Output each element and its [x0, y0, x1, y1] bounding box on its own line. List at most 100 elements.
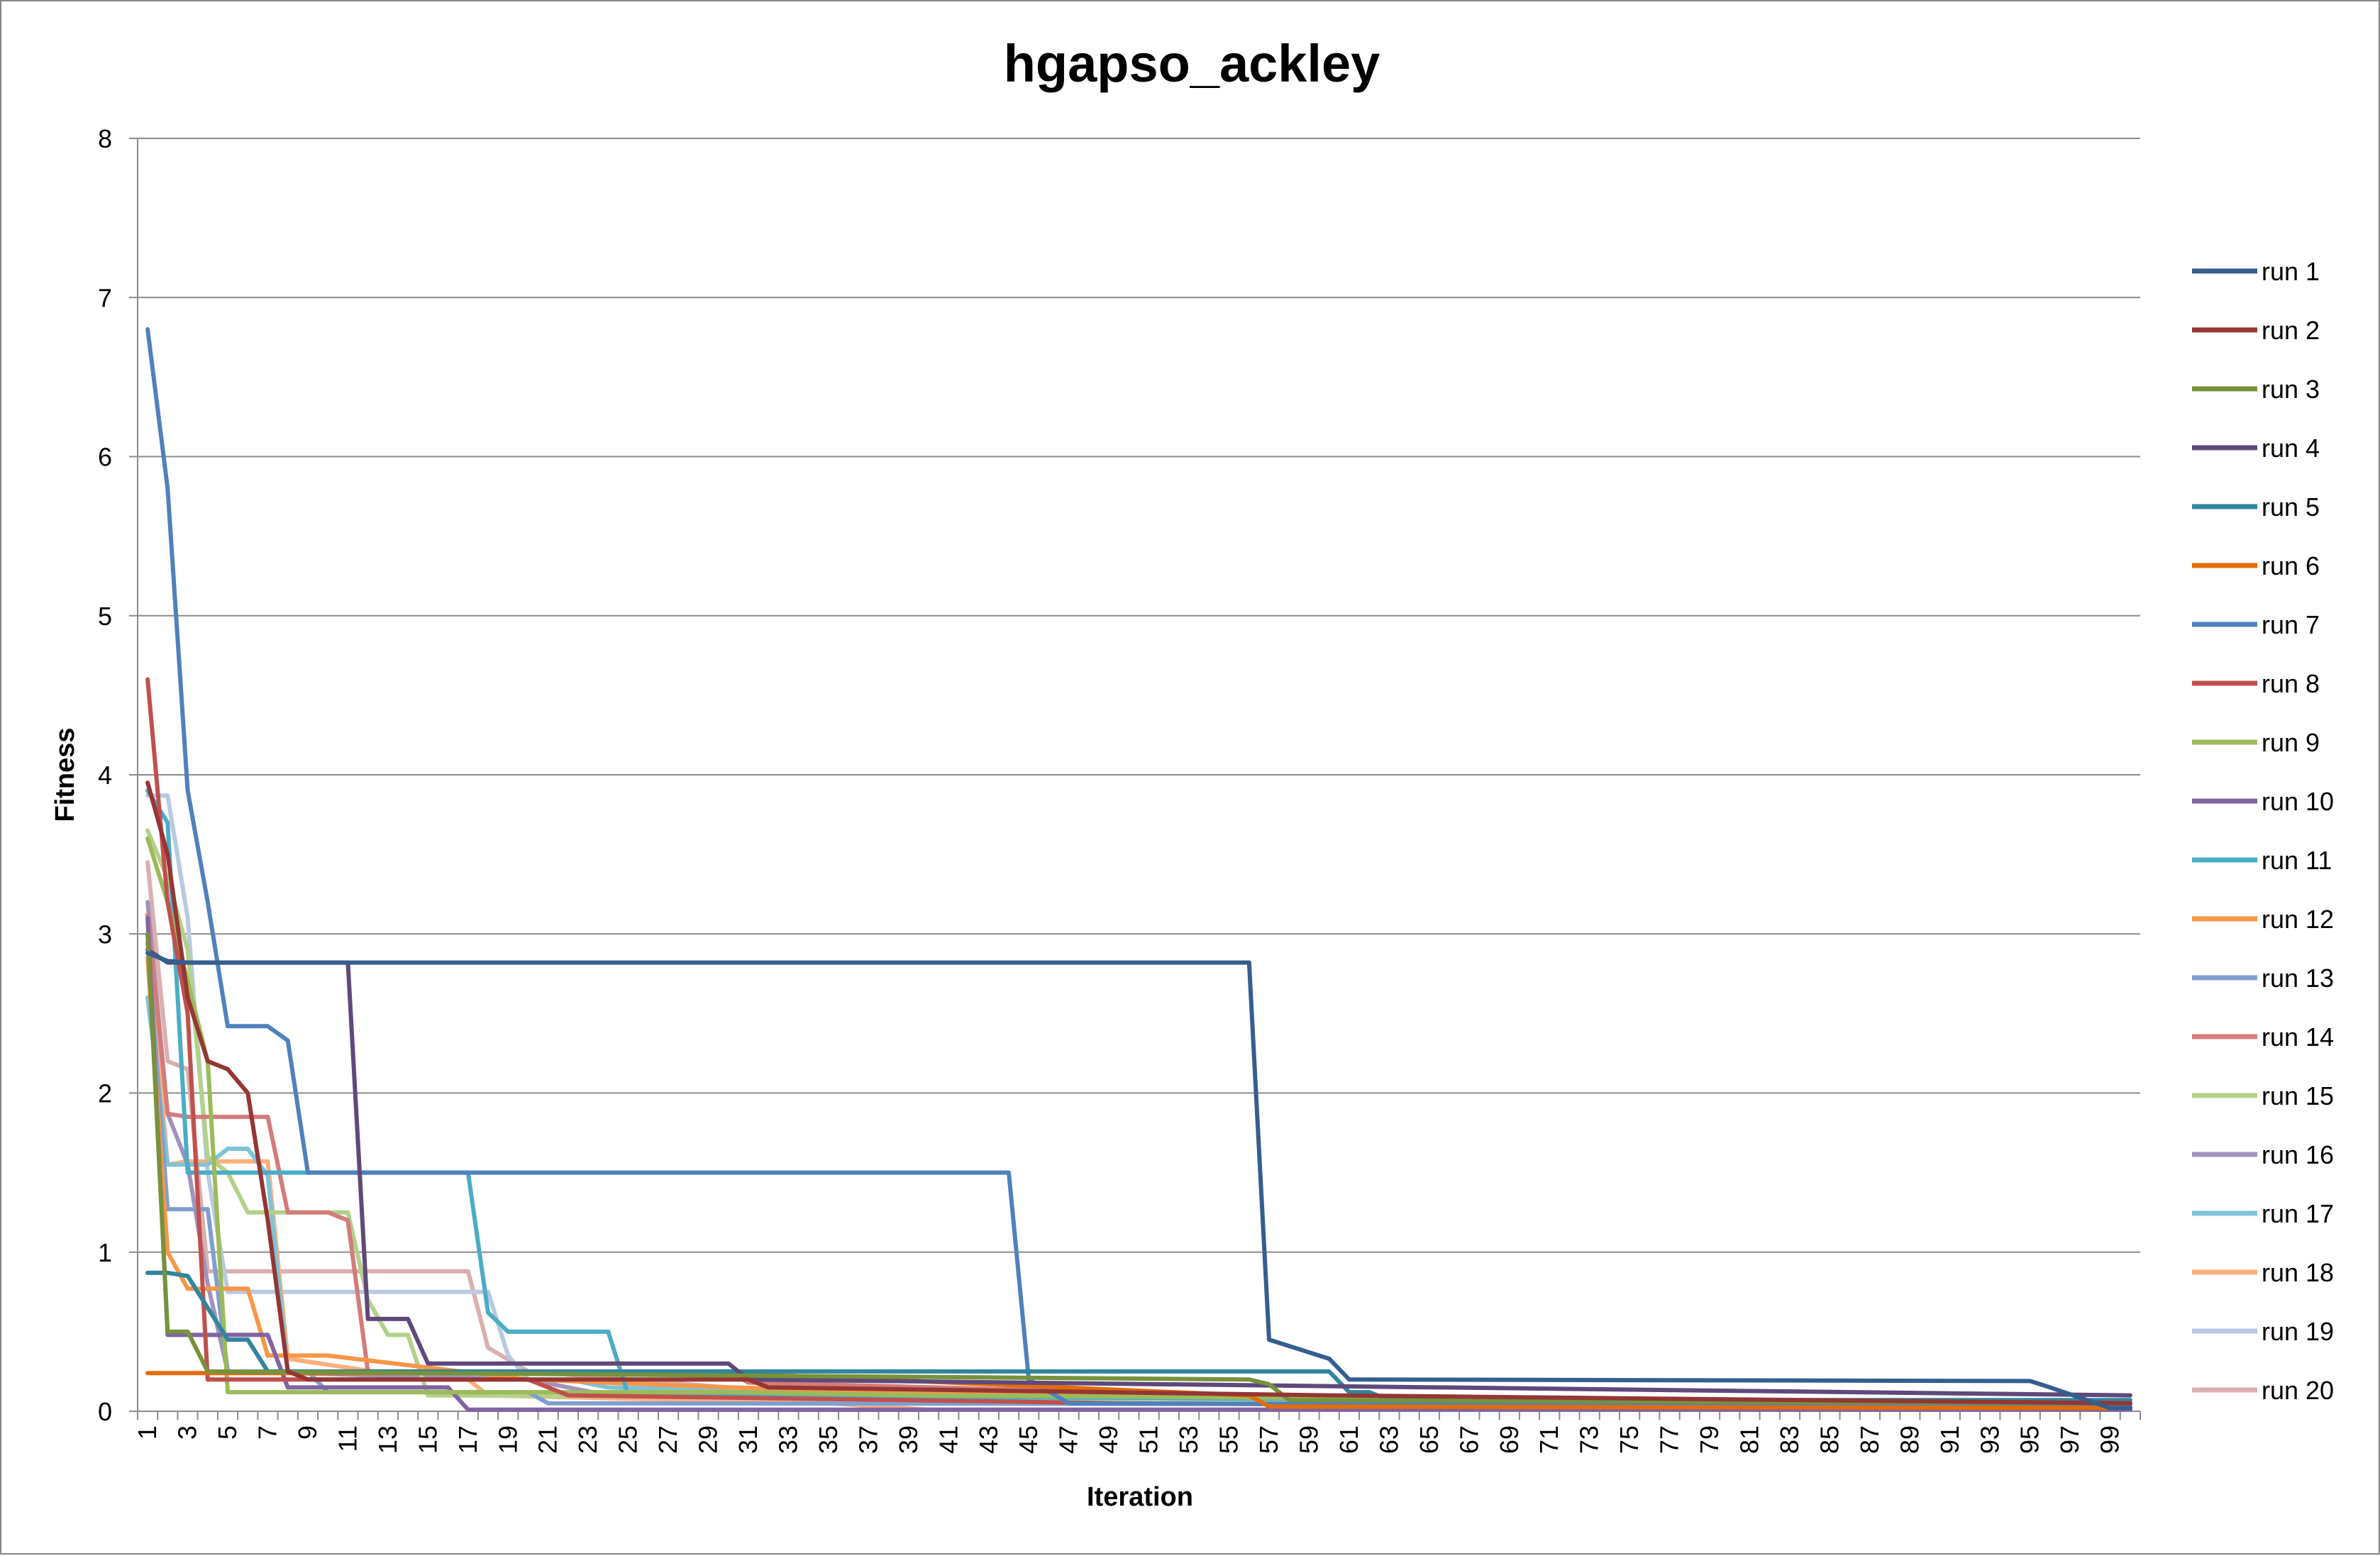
x-tick-label: 3 — [173, 1425, 202, 1440]
y-tick-label: 2 — [98, 1079, 112, 1108]
legend-label: run 9 — [2262, 728, 2320, 757]
y-tick-label: 1 — [98, 1238, 112, 1267]
y-tick-label: 8 — [98, 124, 112, 153]
x-tick-label: 23 — [573, 1425, 602, 1454]
legend: run 1 run 2 run 3 run 4 run 5 run 6 run 7 run 8… — [2192, 257, 2334, 1405]
legend-label: run 2 — [2262, 316, 2320, 345]
x-tick-label: 35 — [814, 1425, 843, 1454]
x-tick-label: 79 — [1695, 1425, 1724, 1454]
legend-label: run 14 — [2262, 1022, 2334, 1052]
series-lines — [145, 327, 2132, 1412]
x-tick-label: 77 — [1655, 1425, 1684, 1454]
gridlines — [129, 138, 2140, 1412]
y-tick-label: 5 — [98, 602, 112, 631]
legend-label: run 10 — [2262, 787, 2334, 816]
x-tick-label: 31 — [734, 1425, 763, 1454]
x-tick-label: 69 — [1495, 1425, 1524, 1454]
legend-label: run 20 — [2262, 1376, 2334, 1405]
y-tick-label: 4 — [98, 761, 112, 790]
x-tick-label: 39 — [894, 1425, 923, 1454]
series-line-run-19 — [145, 793, 2132, 1406]
x-tick-label: 25 — [614, 1425, 643, 1454]
legend-label: run 11 — [2262, 846, 2332, 875]
series-line-run-14 — [145, 912, 2132, 1406]
legend-label: run 7 — [2262, 610, 2320, 639]
x-tick-label: 99 — [2096, 1425, 2125, 1454]
x-tick-label: 49 — [1094, 1425, 1123, 1454]
y-tick-label: 6 — [98, 443, 112, 472]
x-tick-label: 97 — [2055, 1425, 2084, 1454]
x-tick-label: 51 — [1134, 1425, 1163, 1454]
x-tick-label: 93 — [1975, 1425, 2004, 1454]
legend-label: run 17 — [2262, 1199, 2334, 1228]
x-tick-label: 37 — [853, 1425, 882, 1454]
y-axis-tick-labels: 0 1 2 3 4 5 6 7 8 — [98, 124, 112, 1426]
x-tick-label: 43 — [974, 1425, 1003, 1454]
x-tick-label: 89 — [1895, 1425, 1924, 1454]
x-tick-label: 11 — [333, 1425, 362, 1452]
legend-label: run 5 — [2262, 492, 2320, 522]
y-axis-title: Fitness — [50, 727, 80, 822]
series-line-run-3 — [145, 932, 2132, 1406]
series-line-run-17 — [145, 995, 2132, 1406]
x-tick-label: 63 — [1374, 1425, 1403, 1454]
series-line-run-15 — [145, 828, 2132, 1406]
chart-title: hgapso_ackley — [1004, 34, 1380, 93]
x-tick-label: 87 — [1855, 1425, 1884, 1454]
x-tick-label: 61 — [1334, 1425, 1363, 1454]
series-line-run-10 — [145, 915, 2132, 1412]
x-tick-label: 47 — [1054, 1425, 1083, 1454]
legend-label: run 18 — [2262, 1258, 2334, 1287]
legend-label: run 12 — [2262, 905, 2334, 934]
x-tick-label: 59 — [1294, 1425, 1323, 1454]
x-tick-label: 17 — [453, 1425, 482, 1454]
x-tick-label: 1 — [133, 1425, 162, 1440]
series-line-run-12 — [145, 955, 2132, 1406]
x-tick-label: 85 — [1815, 1425, 1844, 1454]
x-tick-label: 91 — [1935, 1425, 1964, 1454]
x-tick-label: 75 — [1615, 1425, 1644, 1454]
x-tick-label: 29 — [694, 1425, 723, 1454]
x-tick-label: 33 — [773, 1425, 802, 1454]
legend-label: run 3 — [2262, 375, 2320, 404]
legend-label: run 8 — [2262, 669, 2320, 698]
y-tick-label: 0 — [98, 1397, 112, 1426]
legend-label: run 4 — [2262, 434, 2320, 463]
legend-label: run 19 — [2262, 1317, 2334, 1346]
legend-label: run 15 — [2262, 1081, 2334, 1110]
x-tick-label: 81 — [1735, 1425, 1764, 1454]
x-tick-label: 55 — [1214, 1425, 1244, 1454]
x-tick-label: 53 — [1174, 1425, 1203, 1454]
series-line-run-9 — [145, 836, 2132, 1406]
x-tick-label: 83 — [1775, 1425, 1804, 1454]
x-tick-label: 9 — [293, 1425, 322, 1440]
x-tick-label: 15 — [413, 1425, 442, 1454]
x-tick-label: 21 — [533, 1425, 563, 1454]
legend-label: run 1 — [2262, 257, 2320, 286]
x-tick-label: 5 — [213, 1425, 242, 1440]
legend-label: run 6 — [2262, 551, 2320, 580]
series-line-run-8 — [145, 677, 2132, 1411]
legend-label: run 13 — [2262, 964, 2334, 993]
x-tick-label: 65 — [1415, 1425, 1444, 1454]
x-tick-label: 41 — [934, 1425, 963, 1454]
series-line-run-16 — [145, 900, 2132, 1407]
x-axis-title: Iteration — [1087, 1482, 1193, 1512]
x-tick-label: 71 — [1534, 1425, 1563, 1454]
x-tick-label: 7 — [253, 1425, 282, 1440]
series-line-run-1 — [145, 951, 2132, 1411]
x-tick-label: 27 — [653, 1425, 682, 1454]
x-axis-tick-labels: 1 3 5 7 9 11 13 15 17 19 21 23 25 27 29 31 33 35 37 39 41 43 4… — [133, 1411, 2141, 1454]
x-tick-label: 57 — [1254, 1425, 1283, 1454]
x-tick-label: 67 — [1454, 1425, 1483, 1454]
y-tick-label: 3 — [98, 920, 112, 949]
x-tick-label: 19 — [493, 1425, 522, 1454]
series-line-run-20 — [145, 860, 2132, 1409]
y-tick-label: 7 — [98, 283, 112, 312]
x-tick-label: 95 — [2015, 1425, 2044, 1454]
series-line-run-2 — [145, 780, 2132, 1406]
x-tick-label: 73 — [1575, 1425, 1604, 1454]
x-tick-label: 45 — [1014, 1425, 1043, 1454]
